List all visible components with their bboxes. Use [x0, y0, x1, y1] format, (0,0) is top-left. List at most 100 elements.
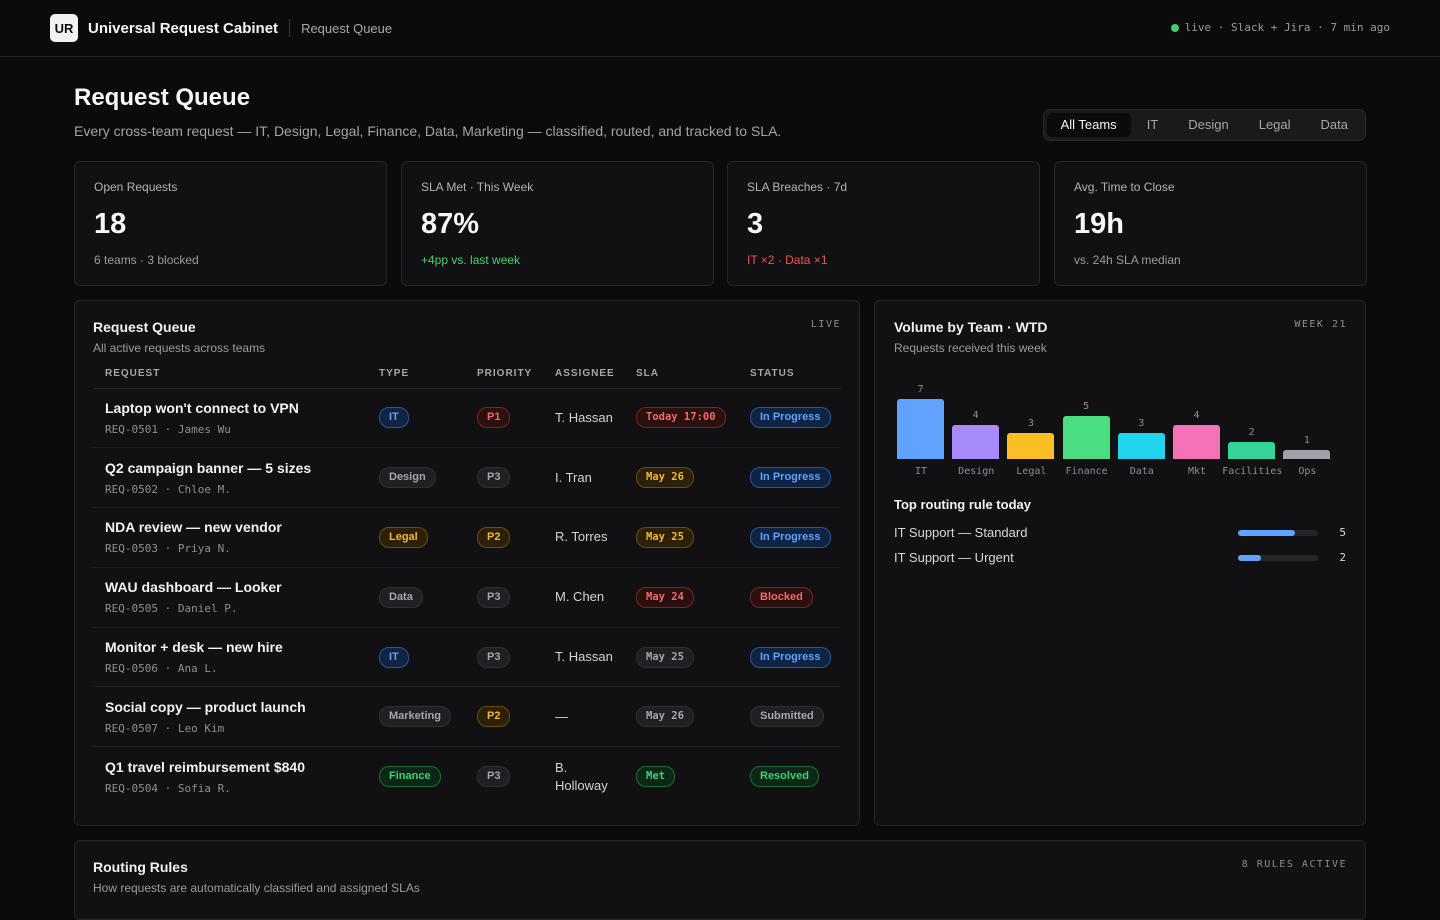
- request-cell: WAU dashboard — Looker REQ-0505 · Daniel …: [93, 567, 367, 628]
- bar-finance[interactable]: [1062, 416, 1110, 459]
- bar-category-label: Ops: [1298, 466, 1317, 477]
- request-cell: Monitor + desk — new hire REQ-0506 · Ana …: [93, 627, 367, 688]
- kpi-card: SLA Met · This Week 87% +4pp vs. last week: [401, 161, 714, 286]
- app-title[interactable]: Universal Request Cabinet: [88, 19, 279, 37]
- bar-data[interactable]: [1117, 433, 1165, 459]
- request-meta: REQ-0506 · Ana L.: [105, 662, 218, 676]
- status-cell: Blocked: [738, 567, 841, 628]
- bar-category-label: Data: [1129, 466, 1154, 477]
- live-dot-icon: [1170, 23, 1179, 32]
- bar-group: 2 Facilities: [1222, 393, 1282, 485]
- table-row[interactable]: Q2 campaign banner — 5 sizes REQ-0502 · C…: [93, 447, 841, 509]
- request-title[interactable]: Laptop won't connect to VPN: [105, 399, 299, 416]
- tab-legal[interactable]: Legal: [1258, 117, 1291, 132]
- bar-category-label: Facilities: [1222, 466, 1283, 477]
- rule-count: 5: [1339, 526, 1346, 539]
- request-meta: REQ-0503 · Priya N.: [105, 542, 231, 556]
- priority-cell: P3: [465, 747, 543, 807]
- live-status: live · Slack + Jira · 7 min ago: [1170, 21, 1390, 34]
- bar-category-label: IT: [914, 466, 928, 477]
- status-cell: In Progress: [738, 627, 841, 688]
- sla-badge: May 25: [636, 526, 694, 548]
- routing-rules-panel: Routing Rules How requests are automatic…: [74, 840, 1366, 920]
- request-title[interactable]: Q1 travel reimbursement $840: [105, 758, 305, 775]
- status-badge[interactable]: Submitted: [750, 706, 824, 728]
- request-cell: NDA review — new vendor REQ-0503 · Priya …: [93, 507, 367, 568]
- kpi-label: Avg. Time to Close: [1074, 180, 1175, 194]
- bar-it[interactable]: [897, 399, 944, 459]
- kpi-note: IT ×2 · Data ×1: [747, 253, 828, 267]
- rule-progress-fill: [1238, 554, 1261, 561]
- bar-value-label: 1: [1303, 435, 1310, 446]
- request-title[interactable]: Social copy — product launch: [105, 698, 306, 715]
- routing-rule-row[interactable]: IT Support — Standard 5: [894, 520, 1346, 545]
- sla-cell: Met: [624, 747, 738, 807]
- sla-badge: Met: [636, 766, 675, 788]
- volume-panel: Volume by Team · WTD Requests received t…: [874, 300, 1366, 826]
- bar-value-label: 5: [1083, 401, 1090, 412]
- status-badge[interactable]: Blocked: [750, 586, 813, 608]
- type-badge: Design: [379, 467, 436, 489]
- request-title[interactable]: WAU dashboard — Looker: [105, 579, 282, 596]
- type-cell: IT: [367, 388, 465, 449]
- status-badge[interactable]: In Progress: [750, 646, 831, 668]
- bar-design[interactable]: [952, 425, 1000, 459]
- bar-mkt[interactable]: [1173, 425, 1220, 459]
- sla-cell: May 26: [624, 447, 738, 509]
- assignee-cell: T. Hassan: [543, 627, 624, 688]
- tab-data[interactable]: Data: [1320, 117, 1348, 132]
- table-row[interactable]: Social copy — product launch REQ-0507 · L…: [93, 686, 841, 748]
- routing-rule-row[interactable]: IT Support — Urgent 2: [894, 545, 1346, 570]
- assignee-cell: I. Tran: [543, 447, 624, 509]
- bar-facilities[interactable]: [1228, 442, 1276, 459]
- kpi-card: Open Requests 18 6 teams · 3 blocked: [74, 161, 387, 286]
- breadcrumb[interactable]: Request Queue: [301, 20, 393, 36]
- type-cell: IT: [367, 627, 465, 688]
- team-filter-tabs: All Teams IT Design Legal Data: [1042, 109, 1366, 141]
- table-row[interactable]: Q1 travel reimbursement $840 REQ-0504 · S…: [93, 747, 841, 807]
- type-cell: Finance: [367, 747, 465, 807]
- priority-badge: P2: [477, 526, 511, 548]
- bar-value-label: 3: [1027, 418, 1034, 429]
- request-table: REQUEST TYPE PRIORITY ASSIGNEE SLA STATUS Lap…: [93, 359, 841, 807]
- status-cell: Resolved: [738, 747, 841, 807]
- priority-badge: P3: [477, 766, 511, 788]
- app-logo[interactable]: UR: [50, 14, 78, 42]
- request-title[interactable]: Monitor + desk — new hire: [105, 639, 283, 656]
- table-row[interactable]: Monitor + desk — new hire REQ-0506 · Ana …: [93, 627, 841, 688]
- tab-it[interactable]: IT: [1146, 117, 1159, 132]
- bar-legal[interactable]: [1007, 433, 1055, 459]
- table-row[interactable]: WAU dashboard — Looker REQ-0505 · Daniel …: [93, 567, 841, 628]
- bar-group: 3 Data: [1117, 393, 1165, 485]
- type-cell: Design: [367, 447, 465, 509]
- table-row[interactable]: Laptop won't connect to VPN REQ-0501 · Ja…: [93, 388, 841, 449]
- bar-value-label: 4: [1193, 410, 1200, 421]
- week-tag: WEEK 21: [1294, 319, 1347, 330]
- column-header-request: REQUEST: [93, 359, 367, 389]
- bar-value-label: 4: [972, 410, 979, 421]
- tab-all-teams[interactable]: All Teams: [1046, 113, 1131, 137]
- queue-live-tag: LIVE: [810, 319, 841, 330]
- status-badge[interactable]: In Progress: [750, 467, 831, 489]
- type-badge: Marketing: [379, 706, 451, 728]
- request-title[interactable]: Q2 campaign banner — 5 sizes: [105, 459, 312, 476]
- bar-ops[interactable]: [1283, 450, 1331, 459]
- table-row[interactable]: NDA review — new vendor REQ-0503 · Priya …: [93, 507, 841, 568]
- request-cell: Social copy — product launch REQ-0507 · L…: [93, 686, 367, 748]
- kpi-label: Open Requests: [94, 180, 178, 194]
- sla-badge: May 26: [636, 706, 694, 728]
- bar-value-label: 2: [1248, 427, 1255, 438]
- status-cell: Submitted: [738, 686, 841, 748]
- column-header-type: TYPE: [367, 359, 465, 389]
- status-badge[interactable]: In Progress: [750, 526, 831, 548]
- tab-design[interactable]: Design: [1188, 117, 1229, 132]
- request-meta: REQ-0501 · James Wu: [105, 422, 231, 436]
- status-badge[interactable]: Resolved: [750, 766, 819, 788]
- live-status-text: live · Slack + Jira · 7 min ago: [1184, 21, 1390, 34]
- assignee-cell: R. Torres: [543, 507, 624, 568]
- request-title[interactable]: NDA review — new vendor: [105, 519, 282, 536]
- status-badge[interactable]: In Progress: [750, 407, 831, 429]
- volume-bar-chart: 7 IT 4 Design 3 Legal 5 Finance 3 Data 4 Mkt 2 Facili…: [894, 367, 1346, 477]
- sla-badge: Today 17:00: [636, 407, 726, 429]
- priority-cell: P3: [465, 627, 543, 688]
